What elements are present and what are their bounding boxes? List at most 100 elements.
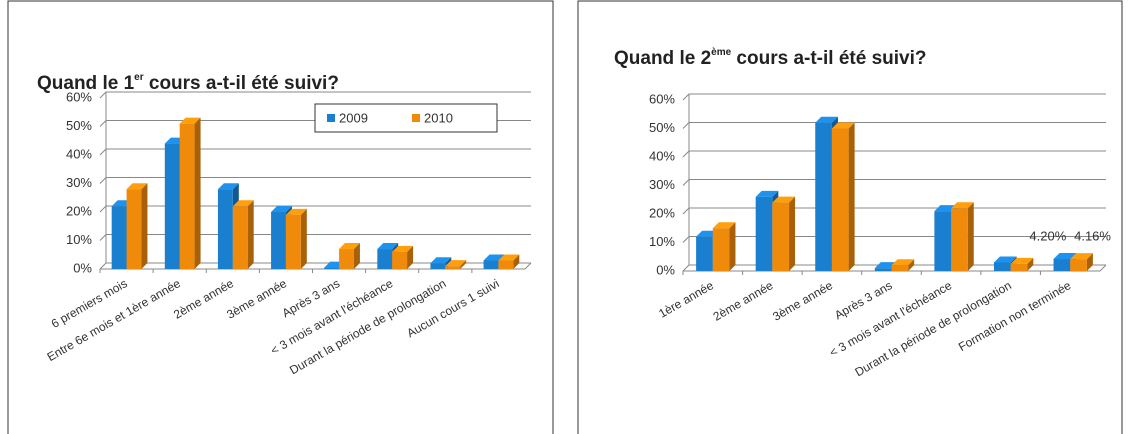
grid-line [99, 234, 531, 241]
bar-side [460, 260, 467, 269]
bar-top [126, 183, 148, 190]
bar-side [353, 243, 360, 269]
bar [993, 262, 1011, 271]
bar-top [1070, 253, 1093, 260]
x-tick-label: Aucun cours 1 suivi [404, 276, 501, 340]
bar-top [772, 196, 796, 203]
bar [874, 268, 892, 271]
bar [217, 189, 233, 269]
legend-swatch [412, 114, 420, 122]
data-label: 4.20% [1029, 228, 1066, 243]
bar [324, 267, 340, 269]
chart-frame [577, 0, 1123, 434]
y-tick-label: 50% [649, 120, 675, 135]
bar [377, 249, 393, 269]
y-tick-label: 30% [66, 175, 92, 190]
x-tick-label: Formation non terminée [956, 278, 1074, 354]
bar-top [232, 200, 254, 207]
bar-top [815, 116, 838, 123]
bar-side [300, 208, 307, 269]
bar-top [483, 254, 505, 261]
bar-top [217, 183, 239, 190]
bar-side [1027, 257, 1034, 271]
bar-side [247, 200, 254, 269]
grid-line [682, 179, 1106, 186]
bar [285, 214, 301, 269]
bar [934, 211, 952, 271]
y-tick-label: 20% [649, 205, 675, 220]
bar [755, 196, 773, 271]
x-tick-label: 3ème année [770, 278, 835, 324]
bar [696, 236, 713, 271]
bar-top [1010, 257, 1034, 264]
bar-top [1053, 253, 1077, 260]
grid-line [99, 148, 531, 156]
bar-side [908, 259, 915, 271]
legend-swatch [327, 114, 335, 122]
bar-top [712, 222, 736, 229]
bar-side [513, 254, 520, 269]
bar-top [392, 245, 414, 252]
y-tick-label: 10% [66, 232, 92, 247]
x-tick-label: 1ère année [656, 278, 716, 321]
bar [111, 206, 127, 269]
grid-line [682, 93, 1106, 101]
bar [891, 265, 909, 271]
data-label: 4.16% [1074, 229, 1111, 244]
bar [445, 266, 461, 269]
bar [498, 260, 514, 269]
bar [339, 249, 354, 269]
title-text: cours a-t-il été suivi? [144, 73, 339, 94]
bar-side [407, 245, 414, 269]
bar-side [194, 117, 201, 270]
grid-line [682, 122, 1106, 129]
bar-top [993, 256, 1017, 263]
grid-line [99, 262, 531, 270]
bar-top [445, 260, 467, 267]
bar-top [271, 206, 292, 212]
bar [392, 251, 408, 269]
bar [271, 212, 286, 269]
legend-label: 2009 [339, 110, 368, 125]
y-tick-label: 20% [66, 203, 92, 218]
title-superscript: ème [711, 47, 731, 58]
bar-top [755, 190, 779, 197]
bar-side [789, 196, 796, 271]
bar [1010, 263, 1028, 271]
bar-top [498, 254, 520, 261]
bar [712, 228, 730, 271]
legend-box [314, 103, 498, 133]
x-tick-label: 2ème année [711, 278, 776, 324]
y-tick-label: 60% [66, 89, 92, 104]
bar [126, 189, 142, 269]
x-tick-label: 3ème année [224, 276, 289, 322]
bar-side [967, 202, 974, 271]
grid-line [682, 207, 1106, 215]
bar-side [141, 183, 148, 269]
chart-title: Quand le 1er cours a-t-il été suivi? [37, 72, 339, 94]
bar [430, 263, 446, 269]
bar [815, 122, 832, 271]
bar [772, 202, 790, 271]
bar [232, 206, 248, 269]
bar-top [339, 243, 360, 250]
y-tick-label: 30% [649, 177, 675, 192]
y-tick-label: 40% [649, 148, 675, 163]
bar-side [1086, 253, 1093, 271]
chart-frame [7, 0, 554, 434]
y-tick-label: 40% [66, 146, 92, 161]
bar-side [729, 222, 736, 271]
chart-title: Quand le 2ème cours a-t-il été suivi? [614, 47, 926, 69]
bar-top [179, 117, 201, 124]
bar [951, 208, 968, 271]
bar-top [285, 208, 307, 215]
bar-side [848, 122, 855, 271]
bar [1053, 259, 1071, 271]
floor [100, 262, 532, 270]
bar [831, 128, 849, 271]
y-tick-label: 60% [649, 91, 675, 106]
bar-top [831, 122, 855, 129]
y-tick-label: 0% [73, 260, 92, 275]
